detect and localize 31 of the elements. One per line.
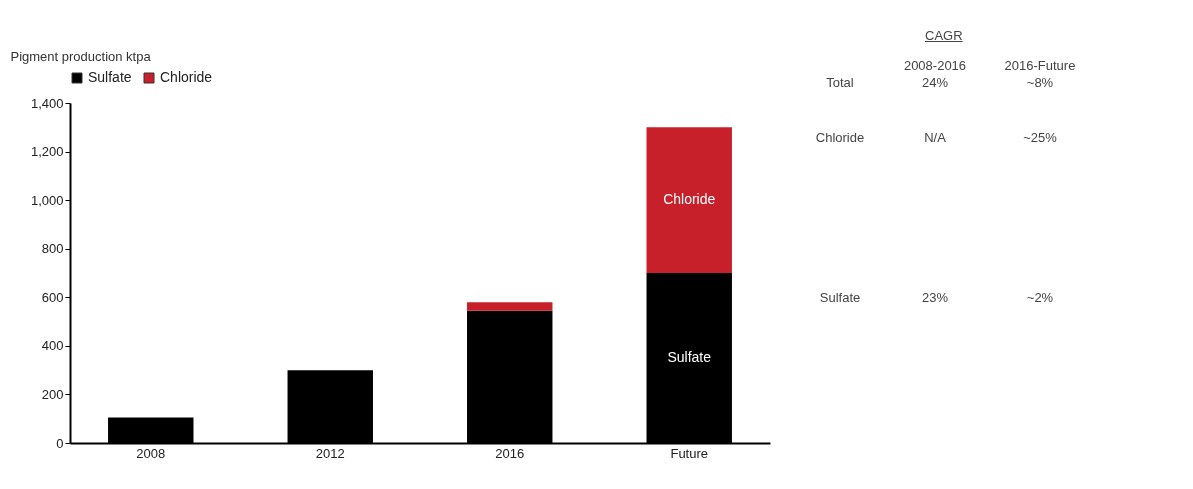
text: Chloride bbox=[663, 191, 716, 208]
text: Chloride bbox=[814, 130, 866, 145]
y-tick-label: 400 bbox=[41, 338, 64, 354]
y-tick-label: 600 bbox=[41, 289, 64, 305]
text: N/A bbox=[923, 130, 947, 145]
y-tick-label: 1,200 bbox=[30, 144, 64, 160]
legend-label: Chloride bbox=[160, 69, 213, 85]
y-tick-label: 800 bbox=[41, 241, 64, 257]
text: 2016-Future bbox=[1003, 58, 1077, 73]
x-tick-label: 2016 bbox=[495, 445, 525, 461]
y-tick-label: 200 bbox=[41, 386, 64, 402]
text: 2008-2016 bbox=[902, 58, 968, 73]
text: 23% bbox=[921, 290, 949, 305]
y-tick-label: 0 bbox=[56, 435, 64, 451]
y-tick-label: 1,000 bbox=[30, 192, 64, 208]
x-tick-label: Future bbox=[670, 445, 709, 461]
x-tick-label: 2008 bbox=[136, 445, 166, 461]
y-axis-title: Pigment production ktpa bbox=[10, 48, 152, 64]
text: ~25% bbox=[1022, 130, 1058, 145]
text: 24% bbox=[921, 75, 949, 90]
bar bbox=[646, 127, 732, 273]
text: CAGR bbox=[925, 28, 963, 43]
text: Total bbox=[825, 75, 855, 90]
text: Sulfate bbox=[818, 290, 862, 305]
legend-label: Sulfate bbox=[88, 69, 132, 85]
bar bbox=[467, 302, 553, 311]
y-tick-label: 1,400 bbox=[30, 95, 64, 111]
text: Sulfate bbox=[667, 349, 712, 365]
text: ~8% bbox=[1025, 75, 1055, 90]
text: ~2% bbox=[1025, 290, 1055, 305]
x-tick-label: 2012 bbox=[315, 445, 345, 461]
